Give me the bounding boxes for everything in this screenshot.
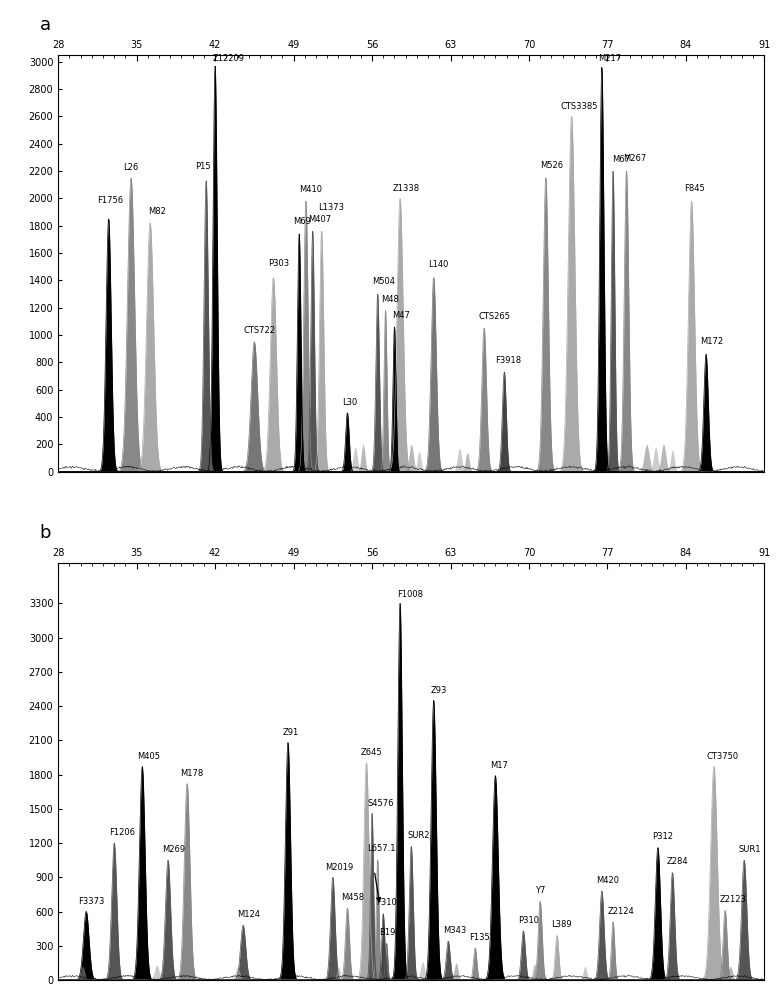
Text: P303: P303 (268, 259, 289, 268)
Text: P312: P312 (653, 832, 674, 841)
Text: b: b (40, 524, 51, 542)
Text: Z2124: Z2124 (608, 907, 634, 916)
Text: M17: M17 (490, 761, 508, 770)
Text: L657.1: L657.1 (368, 844, 396, 853)
Text: M69: M69 (293, 217, 311, 226)
Text: M48: M48 (381, 295, 399, 304)
Text: Z93: Z93 (431, 686, 447, 695)
Text: M267: M267 (623, 154, 646, 163)
Text: Z645: Z645 (361, 748, 383, 757)
Text: M420: M420 (596, 876, 619, 885)
Text: S4576: S4576 (368, 799, 394, 808)
Text: F1756: F1756 (98, 196, 123, 205)
Text: M504: M504 (372, 277, 395, 286)
Text: L389: L389 (552, 920, 572, 929)
Text: Z284: Z284 (667, 857, 688, 866)
Text: M82: M82 (148, 207, 166, 216)
Text: CTS3385: CTS3385 (560, 102, 598, 111)
Text: F3105: F3105 (376, 898, 403, 907)
Text: L26: L26 (123, 163, 138, 172)
Text: M2019: M2019 (325, 863, 353, 872)
Text: B197: B197 (379, 928, 400, 937)
Text: L1373: L1373 (318, 203, 345, 212)
Text: SUR1: SUR1 (739, 845, 761, 854)
Text: M458: M458 (341, 893, 364, 902)
Text: M217: M217 (598, 54, 622, 63)
Text: Z91: Z91 (282, 728, 299, 737)
Text: F1008: F1008 (397, 590, 423, 599)
Text: M526: M526 (540, 161, 563, 170)
Text: CTS265: CTS265 (479, 312, 511, 321)
Text: F1355: F1355 (469, 933, 496, 942)
Text: a: a (40, 16, 51, 34)
Text: L30: L30 (341, 398, 357, 407)
Text: SUR2: SUR2 (408, 831, 431, 840)
Text: L140: L140 (428, 260, 449, 269)
Text: M67: M67 (612, 155, 630, 164)
Text: Z1338: Z1338 (392, 184, 419, 193)
Text: M269: M269 (162, 845, 185, 854)
Text: F1206: F1206 (109, 828, 135, 837)
Text: M410: M410 (300, 185, 322, 194)
Text: F845: F845 (684, 184, 705, 193)
Text: M47: M47 (392, 311, 410, 320)
Text: M172: M172 (701, 337, 723, 346)
Text: M343: M343 (442, 926, 466, 935)
Text: Y7: Y7 (535, 886, 545, 895)
Text: F3373: F3373 (78, 897, 105, 906)
Text: CTS722: CTS722 (243, 326, 275, 335)
Text: M405: M405 (137, 752, 160, 761)
Text: M178: M178 (180, 769, 203, 778)
Text: CT3750: CT3750 (706, 752, 738, 761)
Text: P15: P15 (195, 162, 210, 171)
Text: Z2123: Z2123 (719, 895, 747, 904)
Text: M124: M124 (237, 910, 261, 919)
Text: Z12209: Z12209 (213, 54, 245, 63)
Text: F3918: F3918 (495, 356, 521, 365)
Text: M407: M407 (308, 215, 331, 224)
Text: P310: P310 (518, 916, 539, 925)
